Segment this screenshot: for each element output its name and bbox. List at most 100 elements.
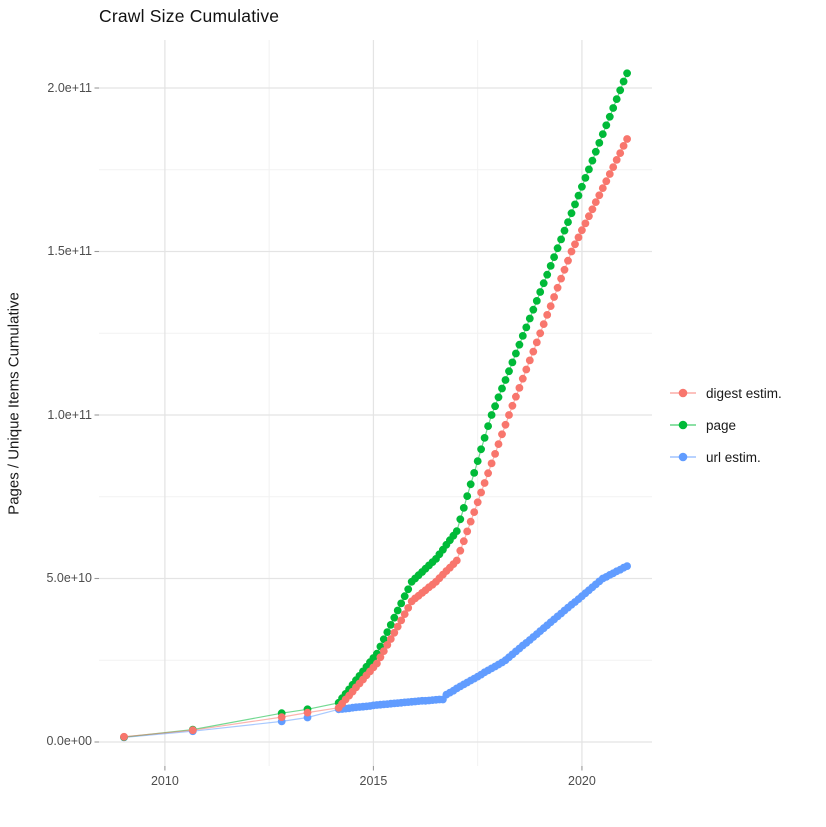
data-point: [501, 376, 510, 384]
data-point: [585, 212, 593, 221]
series-line: [123, 138, 628, 738]
data-point: [456, 515, 465, 524]
legend-key-icon: [670, 420, 696, 430]
y-tick-label: 1.5e+11: [47, 244, 92, 258]
data-point: [560, 265, 569, 274]
y-tick-label: 1.0e+11: [47, 407, 92, 422]
data-point: [550, 253, 558, 261]
x-tick-label: 2010: [150, 774, 179, 788]
data-point: [491, 450, 499, 458]
data-point: [553, 244, 562, 253]
data-point: [536, 329, 545, 338]
data-point: [463, 492, 472, 500]
data-point: [525, 314, 534, 323]
legend: digest estim. page url estim.: [669, 377, 782, 473]
data-point: [494, 440, 503, 448]
data-point: [588, 156, 597, 165]
data-point: [619, 77, 628, 86]
legend-entry-digest-estim-: digest estim.: [669, 377, 782, 409]
data-point: [397, 599, 406, 608]
data-point: [473, 457, 482, 465]
data-point: [383, 628, 392, 636]
data-point: [529, 347, 538, 356]
data-point: [616, 149, 625, 158]
legend-label: digest estim.: [706, 385, 782, 401]
data-point: [498, 430, 506, 439]
data-point: [619, 142, 628, 150]
data-point: [466, 517, 475, 526]
data-point: [591, 198, 600, 207]
y-tick-label: 5.0e+10: [46, 570, 92, 585]
data-point: [546, 302, 555, 310]
data-point: [553, 283, 562, 292]
legend-key-icon: [670, 388, 696, 398]
data-point: [539, 279, 548, 288]
y-axis-title: Pages / Unique Items Cumulative: [5, 292, 23, 515]
data-point: [505, 411, 513, 419]
data-point: [404, 585, 413, 594]
data-point: [501, 420, 510, 429]
data-point: [581, 174, 590, 182]
data-point: [484, 422, 492, 430]
data-point: [616, 86, 625, 95]
data-point: [480, 434, 489, 442]
data-point: [404, 604, 413, 612]
legend-entry-page: page: [669, 409, 782, 441]
data-point: [602, 121, 611, 130]
data-point: [508, 358, 517, 367]
data-point: [376, 653, 385, 662]
data-point: [188, 726, 197, 735]
data-point: [532, 338, 541, 347]
series-line: [123, 73, 628, 738]
data-point: [386, 621, 395, 629]
data-point: [571, 240, 579, 249]
data-point: [578, 226, 586, 235]
data-point: [470, 469, 479, 477]
data-point: [571, 200, 579, 209]
data-point: [602, 177, 611, 186]
data-point: [508, 401, 517, 410]
data-point: [598, 130, 607, 139]
data-point: [536, 288, 545, 296]
data-point: [480, 479, 489, 487]
data-point: [522, 323, 531, 332]
data-point: [595, 139, 604, 147]
data-point: [623, 562, 631, 570]
data-point: [470, 508, 479, 516]
data-point: [459, 504, 468, 512]
data-point: [473, 498, 482, 507]
data-point: [393, 606, 402, 615]
legend-key-point: [678, 420, 688, 430]
data-point: [532, 297, 541, 305]
data-point: [539, 320, 548, 328]
data-point: [550, 293, 558, 301]
series-page: [120, 69, 631, 741]
data-point: [477, 445, 485, 454]
data-point: [484, 469, 492, 478]
y-tick-label: 2.0e+11: [47, 80, 92, 95]
data-point: [383, 641, 392, 649]
data-point: [591, 147, 600, 156]
data-point: [518, 332, 527, 340]
chart-title: Crawl Size Cumulative: [99, 6, 280, 26]
data-point: [557, 235, 565, 244]
data-point: [397, 616, 406, 625]
data-point: [303, 708, 312, 717]
data-point: [456, 546, 465, 555]
data-point: [564, 218, 572, 227]
data-point: [512, 392, 520, 401]
x-tick-label: 2015: [359, 774, 388, 788]
data-point: [529, 305, 538, 314]
data-point: [487, 411, 496, 419]
data-point: [605, 112, 614, 121]
data-point: [400, 610, 409, 618]
data-point: [522, 365, 531, 374]
data-point: [477, 488, 485, 497]
data-point: [466, 480, 475, 489]
x-tick-label: 2020: [568, 774, 596, 788]
data-point: [379, 635, 388, 644]
data-point: [390, 628, 399, 637]
data-point: [400, 592, 409, 601]
